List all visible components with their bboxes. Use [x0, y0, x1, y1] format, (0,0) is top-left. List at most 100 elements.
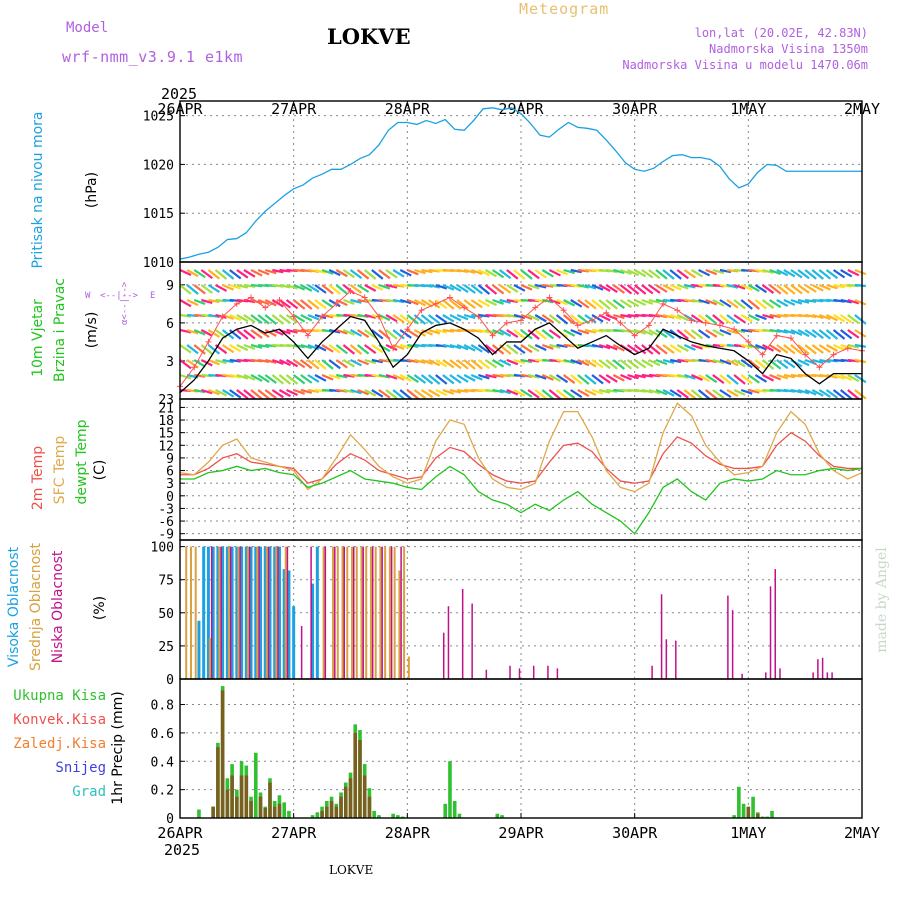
wind-arrow — [321, 344, 334, 353]
wind-arrow — [286, 283, 298, 290]
wind-arrow — [818, 313, 831, 321]
wind-arrow — [250, 343, 263, 349]
gust-marker — [205, 338, 212, 345]
wind-arrow — [485, 298, 497, 307]
wind-arrow — [548, 314, 562, 325]
gust-marker — [546, 294, 553, 301]
wind-arrow — [300, 343, 313, 350]
wind-arrow — [321, 299, 334, 309]
wind-arrow — [690, 389, 704, 400]
wind-arrow — [655, 329, 668, 339]
precip-bar — [287, 810, 291, 818]
wind-arrow — [655, 388, 668, 396]
wind-arrow — [286, 388, 299, 397]
wind-arrow — [556, 298, 568, 306]
wind-arrow — [826, 283, 838, 290]
wind-arrow — [364, 344, 377, 355]
wind-arrow — [257, 329, 270, 338]
wind-arrow — [804, 269, 817, 280]
wind-arrow — [229, 314, 242, 322]
wind-arrow — [698, 374, 711, 383]
bottom-tick-label: 26APR — [157, 824, 203, 842]
precip-bar — [258, 796, 263, 818]
wind-arrow — [406, 298, 419, 306]
wind-arrow — [619, 284, 633, 295]
wind-arrow — [562, 314, 576, 325]
wind-arrow — [626, 344, 640, 354]
wind-arrow — [534, 343, 547, 351]
wind-arrow — [826, 373, 838, 379]
wind-arrow — [371, 283, 384, 291]
wind-arrow — [556, 268, 568, 276]
wind-arrow — [293, 359, 306, 369]
wind-arrow — [577, 374, 590, 385]
wind-arrow — [705, 329, 718, 338]
wind-arrow — [484, 284, 498, 295]
wind-arrow — [584, 283, 597, 290]
gust-marker — [532, 304, 539, 311]
wind-arrow — [755, 313, 767, 321]
wind-arrow — [712, 358, 725, 365]
wind-arrow — [769, 373, 782, 381]
gust-marker — [844, 345, 851, 352]
wind-arrow — [264, 374, 277, 384]
wind-arrow — [662, 329, 675, 339]
cloud-high-label: Visoka Oblacnost — [6, 546, 22, 667]
wind-arrow — [619, 359, 633, 370]
wind-arrow — [357, 298, 369, 304]
wind-arrow — [399, 298, 412, 305]
wind-arrow — [491, 269, 505, 279]
wind-arrow — [179, 344, 192, 354]
wind-arrow — [854, 389, 867, 400]
top-year-label: 2025 — [161, 85, 197, 103]
wind-arrow — [477, 344, 491, 354]
wind-arrow — [406, 374, 419, 384]
wind-arrow — [598, 359, 611, 370]
wind-arrow — [825, 389, 839, 399]
wind-arrow — [591, 328, 604, 333]
wind-label-2: Brzina i Pravac — [52, 278, 68, 382]
gust-marker — [319, 313, 326, 320]
wind-arrow — [847, 329, 860, 339]
wind-arrow — [520, 329, 533, 340]
wind-arrow — [754, 299, 768, 310]
gust-marker — [631, 332, 638, 339]
wind-arrow — [755, 388, 767, 393]
compass-axis: <--|--> — [100, 291, 139, 301]
wind-arrow — [562, 389, 576, 399]
wind-arrow — [648, 388, 661, 395]
wind-arrow — [378, 389, 391, 399]
precip-bar — [253, 752, 258, 818]
wind-arrow — [748, 388, 760, 394]
wind-arrow — [478, 328, 490, 334]
precip-bar — [732, 815, 736, 818]
wind-arrow — [818, 389, 831, 398]
precip-bar — [272, 806, 277, 818]
wind-arrow — [371, 269, 384, 280]
wind-arrow — [278, 299, 292, 309]
wind-arrow — [577, 359, 590, 367]
wind-arrow — [342, 344, 356, 355]
wind-arrow — [726, 389, 739, 397]
wind-arrow — [534, 389, 547, 400]
wind-arrow — [790, 269, 803, 279]
gust-marker — [745, 338, 752, 345]
wind-arrow — [854, 314, 867, 325]
wind-arrow — [257, 389, 270, 400]
wind-arrow — [513, 358, 526, 365]
wind-arrow — [215, 389, 228, 397]
wind-arrow — [499, 329, 512, 337]
model-name: wrf-nmm_v3.9.1 e1km — [62, 48, 244, 66]
wind-arrow — [790, 298, 803, 305]
wind-arrow — [563, 268, 575, 275]
watermark: made by Angel — [874, 547, 890, 653]
wind-arrow — [343, 298, 355, 305]
wind-arrow — [534, 269, 547, 279]
gust-marker — [674, 307, 681, 314]
wind-arrow — [194, 373, 206, 378]
wind-arrow — [726, 328, 739, 335]
wind-arrow — [186, 344, 199, 355]
wind-arrow — [179, 299, 192, 308]
wind-arrow — [762, 374, 775, 382]
precip-bar — [216, 747, 220, 818]
